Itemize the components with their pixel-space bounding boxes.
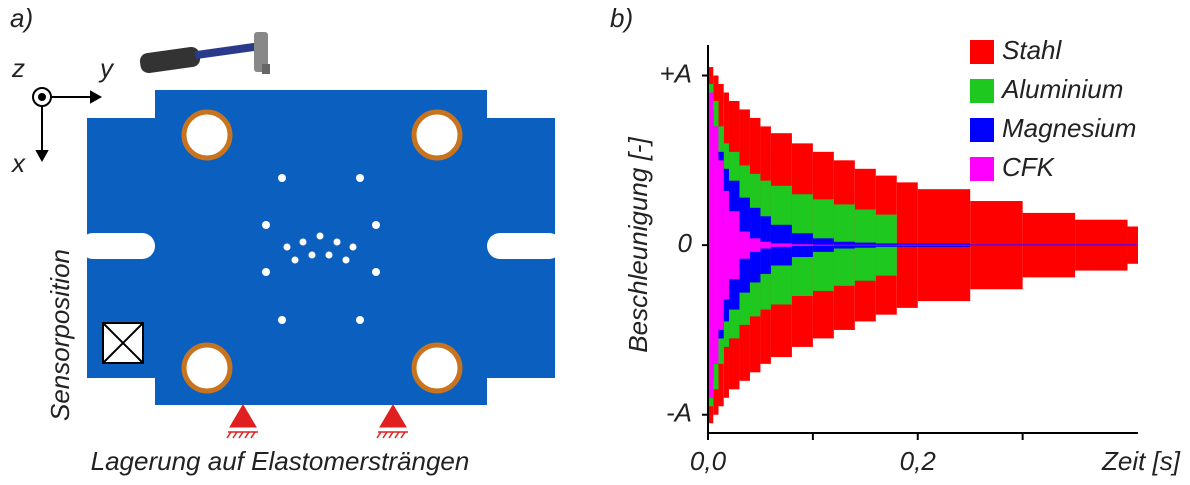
figure: a) z y x (0, 0, 1190, 480)
envelope-segment (1075, 245, 1127, 246)
envelope-segment (855, 245, 876, 246)
axis-z: z (11, 53, 25, 83)
legend-label: Stahl (1002, 35, 1062, 65)
legend-swatch (970, 40, 994, 64)
y-axis-label: Beschleunigung [-] (623, 137, 653, 353)
envelope-segment (760, 242, 770, 249)
x-tick-label: 0,0 (690, 446, 727, 476)
envelope-segment (834, 245, 855, 246)
envelope-segment (739, 232, 749, 259)
envelope-segment (724, 191, 729, 300)
envelope-segment (918, 245, 970, 246)
envelope-segment (713, 126, 718, 363)
envelope-segment (771, 243, 792, 246)
x-axis-label: Zeit [s] (1101, 446, 1181, 476)
envelope-segment (1023, 245, 1075, 246)
envelope-segment (876, 245, 897, 246)
envelope-segment (897, 245, 918, 246)
hammer (139, 32, 270, 74)
sensor-label: Sensorposition (45, 249, 75, 421)
envelope-segment (729, 211, 739, 279)
legend-swatch (970, 118, 994, 142)
plate (80, 88, 562, 408)
y-tick-label: -A (666, 398, 692, 428)
legend-swatch (970, 157, 994, 181)
panel-a: a) z y x (10, 3, 562, 476)
legend-swatch (970, 79, 994, 103)
panel-label: b) (610, 3, 633, 33)
y-tick-label: +A (659, 58, 692, 88)
y-tick-label: 0 (678, 228, 693, 258)
supports (227, 405, 408, 438)
axis-x: x (10, 148, 26, 178)
legend-label: Magnesium (1002, 113, 1136, 143)
envelope-segment (718, 160, 723, 330)
axis-y: y (98, 53, 115, 83)
envelope-segment (813, 245, 834, 246)
envelope-segment (792, 244, 813, 246)
support-label: Lagerung auf Elastomersträngen (91, 446, 470, 476)
chart: b) Beschleunigung [-] Zeit [s] +A 0 -A 0,0 0… (610, 3, 1181, 476)
legend-label: Aluminium (1000, 74, 1123, 104)
x-tick-label: 0,2 (900, 446, 937, 476)
envelope-segment (750, 238, 760, 252)
envelope-segment (1128, 245, 1138, 246)
panel-label: a) (10, 3, 33, 33)
envelope-segment (970, 245, 1022, 246)
legend-label: CFK (1002, 152, 1056, 182)
